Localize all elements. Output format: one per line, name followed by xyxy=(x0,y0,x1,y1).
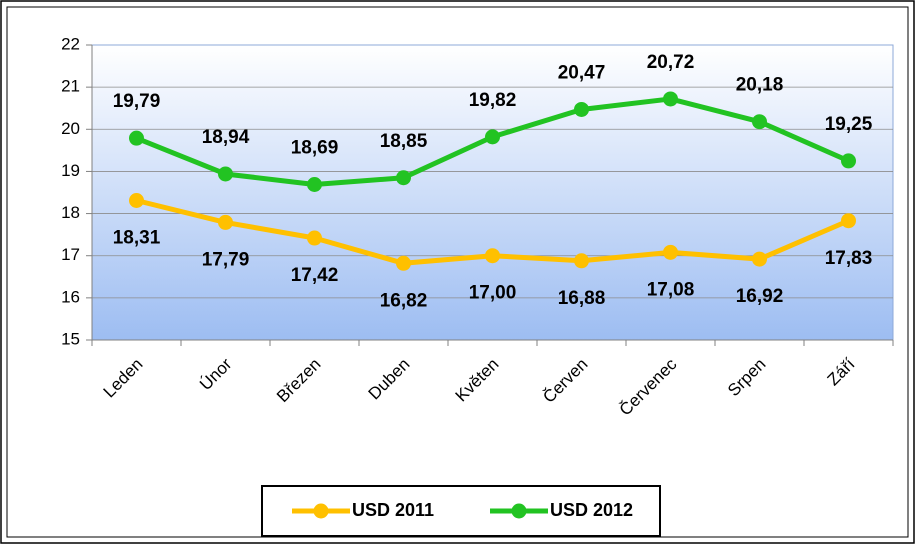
data-label: 18,31 xyxy=(113,228,161,249)
data-point xyxy=(396,255,411,271)
data-point xyxy=(485,129,500,145)
data-point xyxy=(129,130,144,146)
data-point xyxy=(663,244,678,260)
data-label: 16,82 xyxy=(380,290,428,311)
y-tick-label: 18 xyxy=(61,203,80,222)
y-tick-label: 21 xyxy=(61,77,80,96)
data-label: 16,88 xyxy=(558,288,606,309)
data-label: 17,42 xyxy=(291,265,339,286)
y-tick-label: 15 xyxy=(61,329,80,348)
data-label: 20,18 xyxy=(736,75,784,96)
y-tick-label: 16 xyxy=(61,287,80,306)
legend-box xyxy=(261,485,661,537)
data-label: 17,00 xyxy=(469,283,517,304)
data-label: 17,79 xyxy=(202,249,250,270)
data-point xyxy=(218,214,233,230)
legend-label: USD 2012 xyxy=(550,500,633,520)
y-tick-label: 20 xyxy=(61,119,80,138)
data-point xyxy=(841,213,856,229)
data-point xyxy=(841,153,856,169)
data-label: 16,92 xyxy=(736,286,784,307)
data-point xyxy=(574,101,589,117)
data-label: 18,69 xyxy=(291,138,339,159)
data-point xyxy=(129,193,144,209)
data-label: 18,85 xyxy=(380,131,428,152)
data-label: 20,47 xyxy=(558,62,606,83)
legend-marker xyxy=(313,503,329,519)
legend-marker xyxy=(511,503,527,519)
data-label: 17,08 xyxy=(647,279,695,300)
y-tick-label: 19 xyxy=(61,161,80,180)
data-label: 19,79 xyxy=(113,91,161,112)
y-tick-label: 17 xyxy=(61,245,80,264)
data-label: 18,94 xyxy=(202,127,250,148)
data-point xyxy=(396,170,411,186)
data-label: 19,25 xyxy=(825,114,873,135)
data-point xyxy=(307,230,322,246)
data-label: 20,72 xyxy=(647,52,695,73)
data-point xyxy=(752,251,767,267)
data-point xyxy=(307,176,322,192)
legend-label: USD 2011 xyxy=(352,500,434,520)
data-point xyxy=(663,91,678,107)
data-label: 17,83 xyxy=(825,248,873,269)
data-point xyxy=(574,253,589,269)
data-point xyxy=(485,248,500,264)
y-tick-label: 22 xyxy=(61,34,80,53)
data-point xyxy=(218,166,233,182)
data-label: 19,82 xyxy=(469,90,517,111)
data-point xyxy=(752,114,767,130)
plot-area xyxy=(91,44,894,341)
